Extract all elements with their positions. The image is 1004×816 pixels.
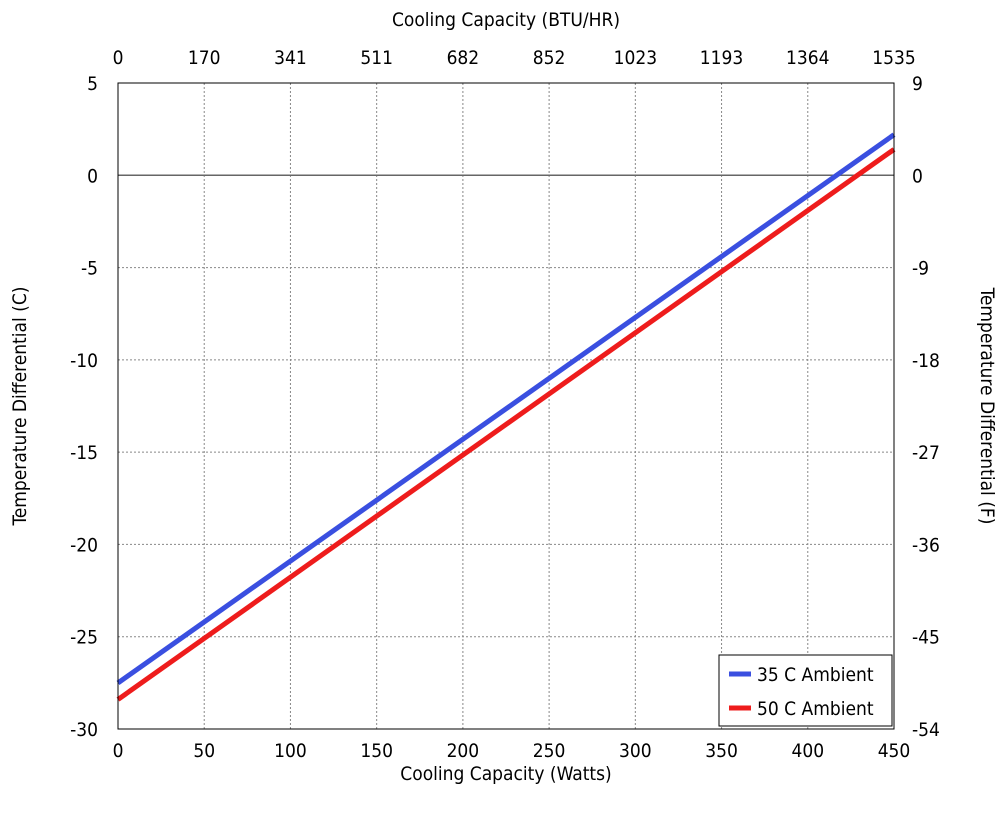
y-tick-label: -10 (70, 350, 98, 372)
x2-tick-label: 170 (188, 47, 221, 69)
x2-tick-label: 0 (113, 47, 124, 69)
x-tick-label: 350 (705, 740, 738, 762)
x-tick-label: 150 (360, 740, 393, 762)
y-tick-label: 0 (87, 165, 98, 187)
y2-tick-label: -9 (912, 258, 929, 280)
x-tick-label: 300 (619, 740, 652, 762)
x2-tick-label: 1364 (786, 47, 830, 69)
x2-tick-label: 511 (360, 47, 393, 69)
y2-tick-label: -54 (912, 719, 940, 741)
y-tick-label: 5 (87, 73, 98, 95)
series-line-50c-ambient (116, 147, 896, 702)
x2-tick-label: 1193 (700, 47, 744, 69)
x-tick-label: 450 (878, 740, 911, 762)
legend-label-50c: 50 C Ambient (757, 698, 874, 720)
y2-tick-label: 9 (912, 73, 923, 95)
x2-tick-label: 1535 (872, 47, 916, 69)
x-tick-label: 50 (193, 740, 215, 762)
legend-box (718, 654, 893, 727)
y2-tick-label: -18 (912, 350, 940, 372)
y2-tick-label: -45 (912, 627, 940, 649)
y2-tick-label: 0 (912, 165, 923, 187)
y-axis-title: Temperature Differential (C) (9, 287, 31, 527)
x-axis-title: Cooling Capacity (Watts) (400, 763, 611, 785)
y-tick-label: -25 (70, 627, 98, 649)
x-tick-label: 0 (113, 740, 124, 762)
x2-tick-label: 852 (533, 47, 566, 69)
x-tick-label: 400 (791, 740, 824, 762)
plot-frame (117, 82, 895, 730)
series-group (116, 132, 896, 702)
legend-label-35c: 35 C Ambient (757, 664, 874, 686)
x2-tick-label: 1023 (614, 47, 658, 69)
x-tick-label: 200 (447, 740, 480, 762)
y2-tick-label: -36 (912, 534, 940, 556)
y2-axis-title: Temperature Differential (F) (976, 287, 998, 525)
grid (118, 83, 894, 729)
series-line-35c-ambient (116, 132, 896, 685)
y-tick-label: -30 (70, 719, 98, 741)
y-tick-label: -20 (70, 534, 98, 556)
legend: 35 C Ambient 50 C Ambient (718, 654, 893, 727)
x2-axis-title: Cooling Capacity (BTU/HR) (392, 9, 620, 31)
y2-tick-label: -27 (912, 442, 940, 464)
x-tick-label: 100 (274, 740, 307, 762)
y-tick-label: -5 (81, 258, 98, 280)
tick-labels: 0050170100341150511200682250852300102335… (70, 47, 940, 762)
y-tick-label: -15 (70, 442, 98, 464)
x-tick-label: 250 (533, 740, 566, 762)
x2-tick-label: 682 (447, 47, 480, 69)
x2-tick-label: 341 (274, 47, 307, 69)
